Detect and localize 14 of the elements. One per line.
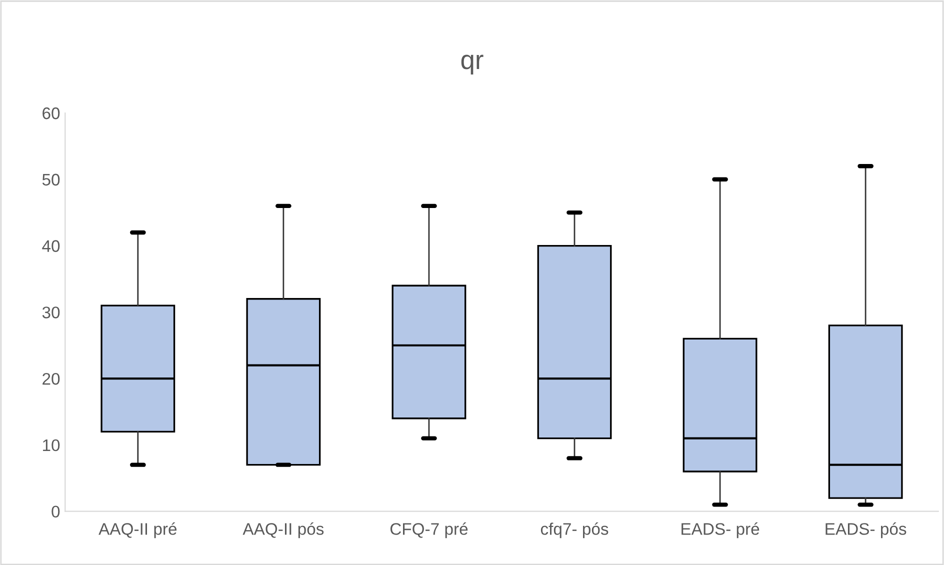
- y-tick-label: 10: [43, 439, 60, 452]
- chart-title: qr: [461, 54, 484, 74]
- y-tick-label: 0: [52, 506, 60, 518]
- x-tick-label: AAQ-II pós: [242, 522, 324, 538]
- x-tick-label: AAQ-II pré: [98, 522, 177, 538]
- y-tick-label: 50: [42, 174, 60, 186]
- x-tick-label: EADS- pré: [682, 522, 760, 538]
- y-tick-label: 30: [42, 306, 60, 318]
- y-tick-label: 40: [42, 240, 60, 252]
- x-tick-label: CFQ-7 pré: [390, 522, 468, 538]
- y-tick-label: 20: [42, 372, 60, 385]
- x-tick-label: cfq7- pós: [540, 522, 608, 538]
- y-tick-label: 60: [42, 107, 60, 120]
- x-tick-label: EADS- pós: [826, 522, 906, 538]
